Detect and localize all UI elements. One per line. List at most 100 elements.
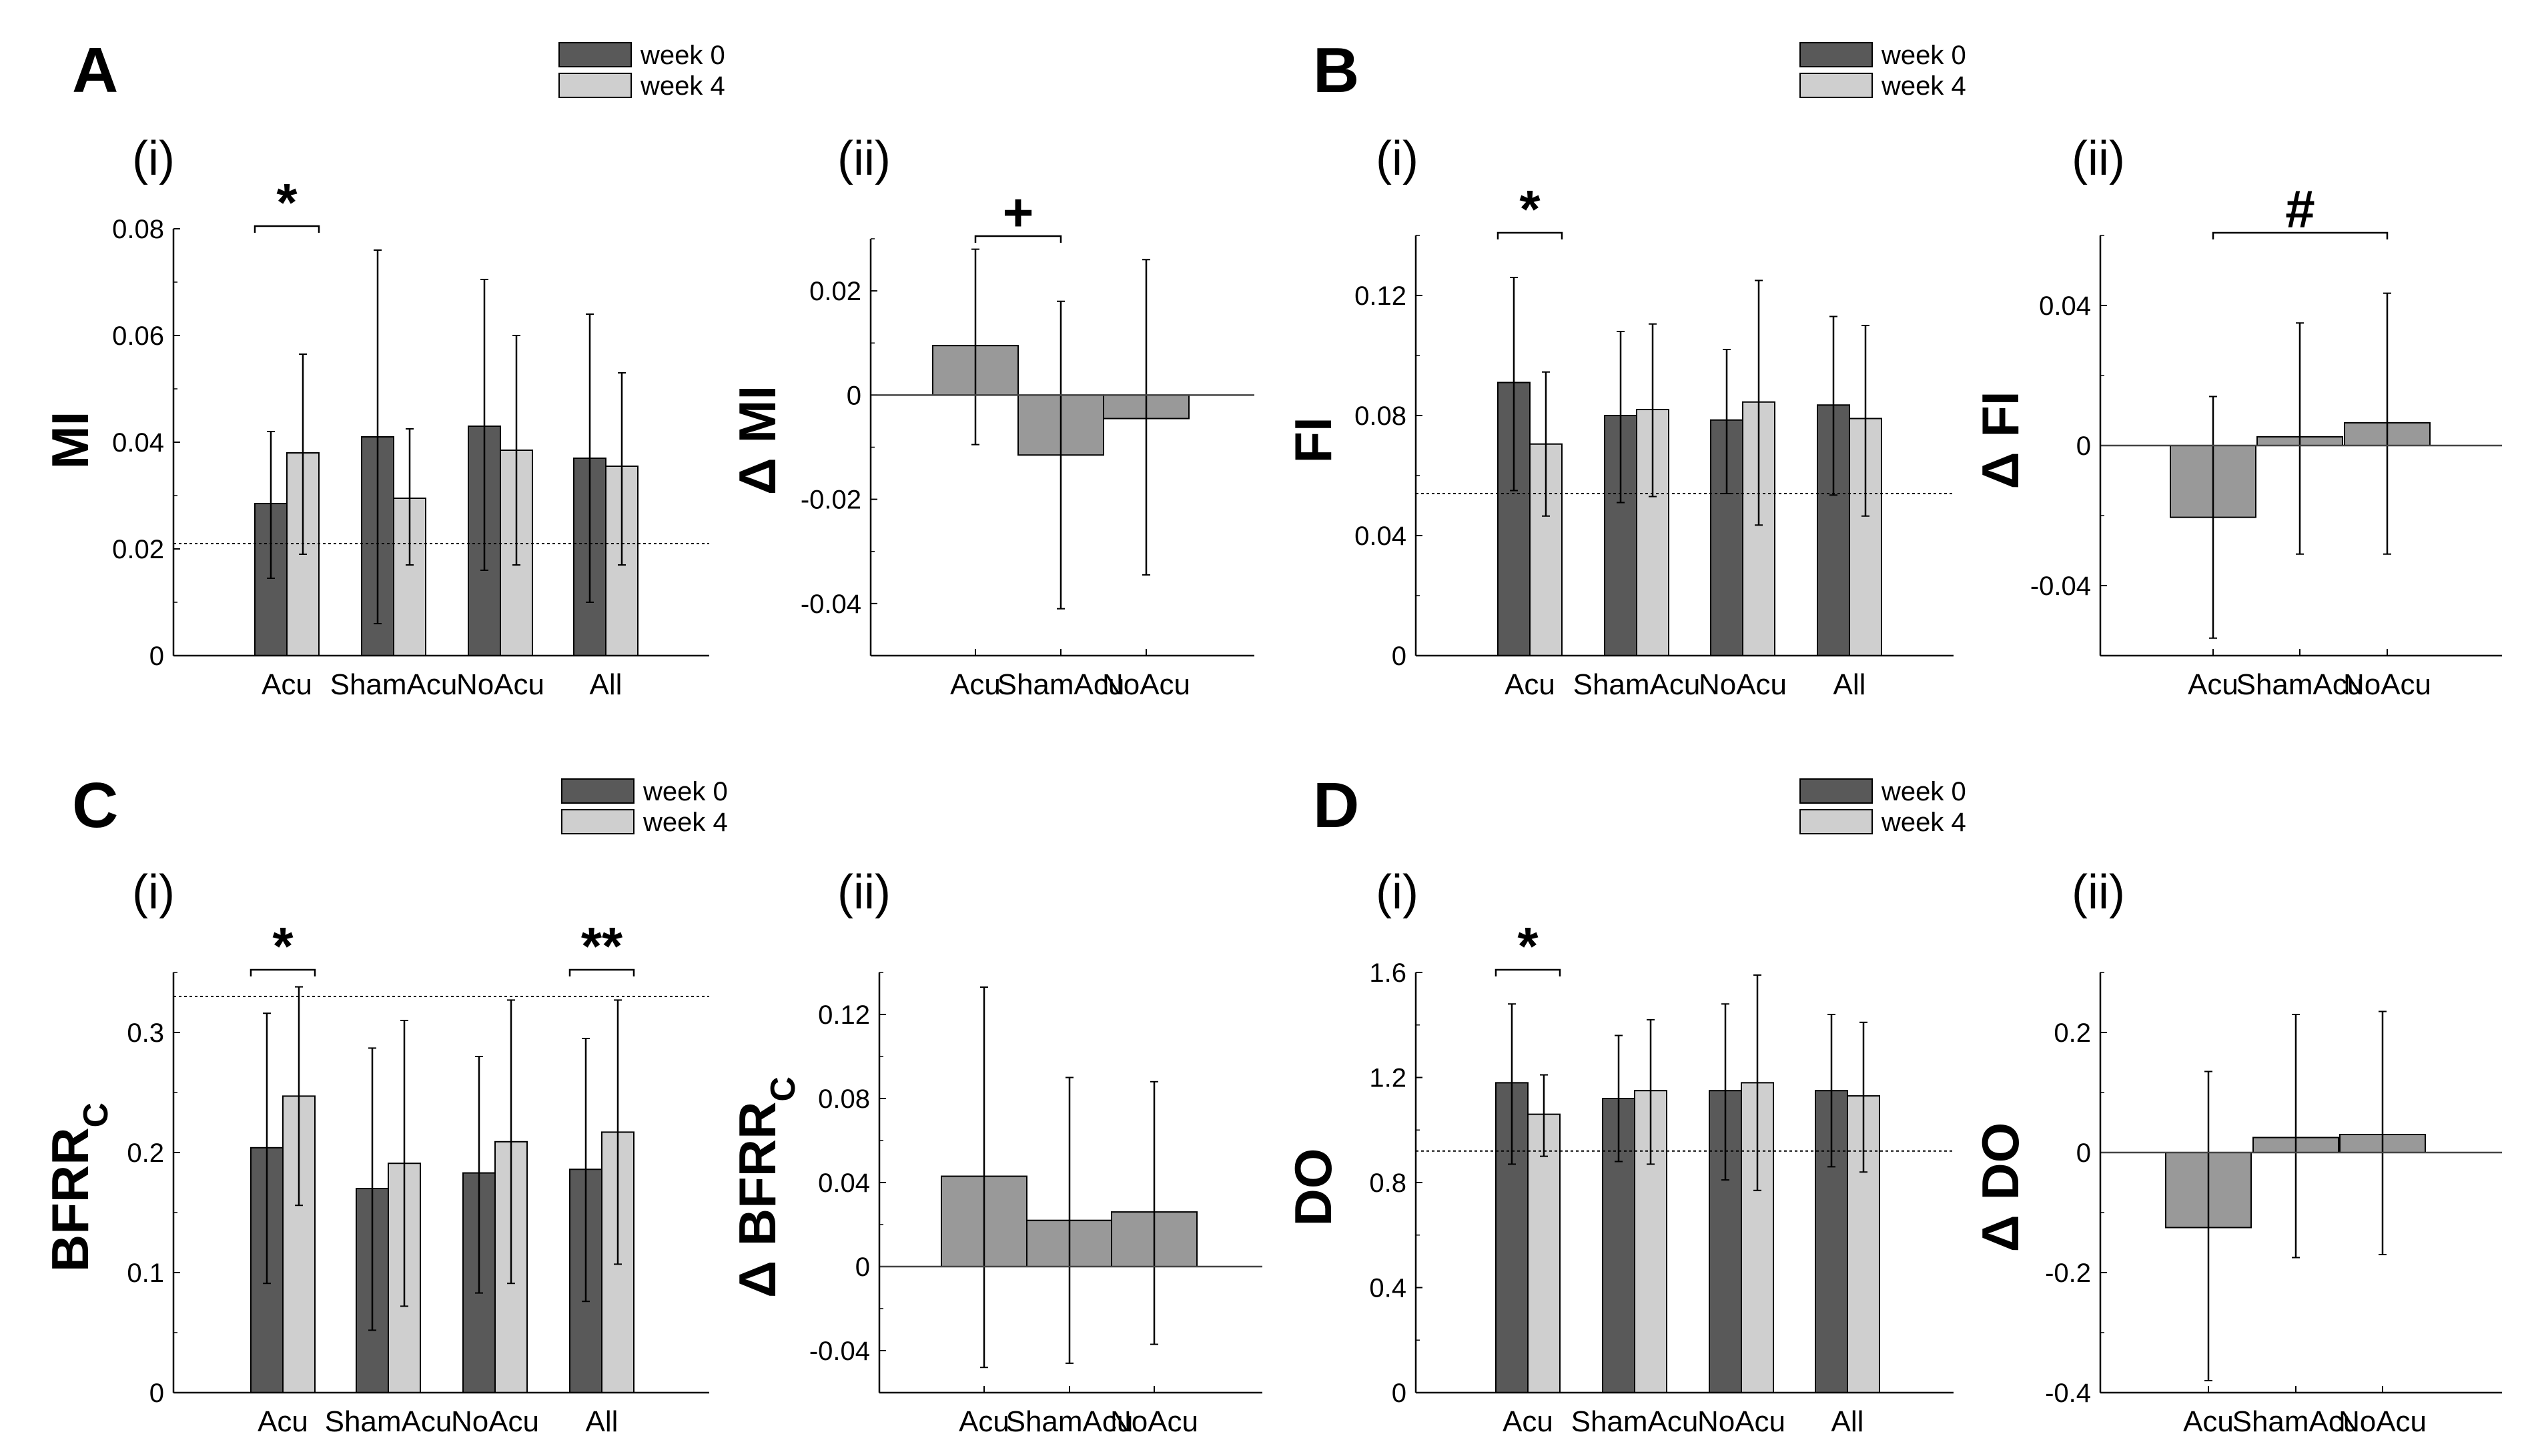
a-ii-x-tick-label: Acu [950,668,1001,701]
d-ii-y-tick-label: 0 [2076,1139,2091,1168]
d-ii-y-axis-label: Δ DO [1971,1123,2030,1253]
b-ii-y-tick-label: 0.04 [2039,291,2091,321]
legend-d: week 0 week 4 [1799,777,1966,837]
b-i-x-tick-label: ShamAcu [1573,668,1701,701]
c-i-x-tick-label: NoAcu [451,1405,539,1438]
legend-c-week0-swatch [561,778,635,804]
d-i-y-axis-label: DO [1284,1149,1342,1227]
c-i-x-tick-label: All [586,1405,618,1438]
a-ii-significance-bracket [974,235,1062,243]
legend-a-week0-label: week 0 [640,41,725,70]
panel-letter-c: C [72,770,118,841]
b-i-y-tick-label: 0.08 [1354,402,1406,431]
a-ii-y-tick-label: 0 [847,381,861,410]
legend-d-week0-label: week 0 [1881,777,1966,806]
d-i-y-tick-label: 0.8 [1369,1169,1406,1198]
d-i-significance-bracket [1495,968,1561,976]
b-ii-y-tick-label: 0 [2076,432,2091,461]
c-ii-x-tick-label: ShamAcu [1006,1405,1134,1438]
b-i-x-tick-label: NoAcu [1699,668,1787,701]
b-i-sub-label: (i) [1376,132,1418,185]
a-i-y-tick-label: 0 [149,642,164,671]
b-ii-x-tick-label: ShamAcu [2236,668,2364,701]
c-ii-y-tick-label: -0.04 [809,1337,870,1366]
a-i-y-axis-label: MI [41,412,99,470]
b-i-y-tick-label: 0.04 [1354,522,1406,551]
a-ii-y-axis-label: Δ MI [728,386,787,495]
a-i-x-tick-label: NoAcu [456,668,544,701]
legend-d-week4-swatch [1799,809,1873,834]
legend-b-week0-label: week 0 [1881,41,1966,70]
d-i-x-tick-label: All [1831,1405,1864,1438]
c-i-x-tick-label: ShamAcu [325,1405,452,1438]
d-i-y-tick-label: 1.6 [1369,958,1406,988]
a-i-y-tick-label: 0.06 [112,321,164,351]
a-ii-x-tick-label: NoAcu [1102,668,1190,701]
c-i-sub-label: (i) [132,866,175,919]
b-ii-x-tick-label: NoAcu [2343,668,2431,701]
a-ii-sub-label: (ii) [837,132,891,185]
legend-d-week4-label: week 4 [1881,808,1966,837]
legend-b-week0-swatch [1799,42,1873,67]
b-i-significance-bracket [1497,231,1563,239]
c-ii-x-tick-label: NoAcu [1110,1405,1198,1438]
c-i-y-tick-label: 0.1 [127,1259,164,1288]
b-ii-significance-marker: # [2285,179,2315,239]
d-i-x-tick-label: ShamAcu [1571,1405,1699,1438]
legend-d-week0-swatch [1799,778,1873,804]
b-i-y-axis-label: FI [1284,417,1342,463]
b-i-x-tick-label: Acu [1505,668,1555,701]
c-i-y-tick-label: 0 [149,1379,164,1408]
a-ii-significance-marker: + [1003,183,1034,242]
legend-a: week 0 week 4 [558,41,725,101]
legend-b: week 0 week 4 [1799,41,1966,101]
c-ii-sub-label: (ii) [837,866,891,919]
c-i-significance-bracket [568,968,635,976]
b-ii-x-tick-label: Acu [2188,668,2238,701]
d-ii-sub-label: (ii) [2072,866,2125,919]
d-ii-x-tick-label: ShamAcu [2232,1405,2360,1438]
d-i-significance-marker: * [1517,916,1539,976]
c-i-x-tick-label: Acu [258,1405,308,1438]
c-ii-y-tick-label: 0.08 [818,1084,870,1114]
legend-b-week4-label: week 4 [1881,71,1966,101]
a-i-y-tick-label: 0.08 [112,215,164,244]
legend-a-week4-swatch [558,73,632,98]
a-ii-y-tick-label: -0.02 [801,486,861,515]
a-i-y-tick-label: 0.02 [112,535,164,564]
d-ii-y-tick-label: -0.4 [2045,1379,2091,1408]
d-ii-y-tick-label: 0.2 [2054,1018,2091,1048]
d-i-x-tick-label: NoAcu [1697,1405,1785,1438]
d-i-y-tick-label: 0.4 [1369,1274,1406,1303]
b-i-y-tick-label: 0 [1392,642,1406,671]
legend-c-week4-label: week 4 [643,808,728,837]
b-ii-y-tick-label: -0.04 [2030,572,2091,601]
a-ii-x-tick-label: ShamAcu [997,668,1125,701]
panel-letter-b: B [1313,35,1359,106]
legend-c-week0-label: week 0 [643,777,728,806]
d-i-x-tick-label: Acu [1503,1405,1553,1438]
c-ii-y-tick-label: 0 [855,1253,870,1282]
d-ii-y-tick-label: -0.2 [2045,1259,2091,1288]
c-ii-y-axis-label: Δ BFRRC [728,1076,803,1298]
a-i-x-tick-label: ShamAcu [330,668,458,701]
c-i-y-tick-label: 0.3 [127,1018,164,1048]
legend-a-week4-label: week 4 [640,71,725,101]
d-ii-x-tick-label: NoAcu [2339,1405,2427,1438]
b-ii-sub-label: (ii) [2072,132,2125,185]
a-i-x-tick-label: Acu [262,668,312,701]
panel-letter-d: D [1313,770,1359,841]
c-ii-x-tick-label: Acu [959,1405,1009,1438]
b-ii-y-axis-label: Δ FI [1971,391,2030,489]
b-ii-significance-bracket [2212,231,2389,239]
c-ii-y-tick-label: 0.04 [818,1169,870,1198]
a-i-sub-label: (i) [132,132,175,185]
a-i-significance-marker: * [276,173,298,232]
legend-b-week4-swatch [1799,73,1873,98]
d-ii-x-tick-label: Acu [2183,1405,2234,1438]
